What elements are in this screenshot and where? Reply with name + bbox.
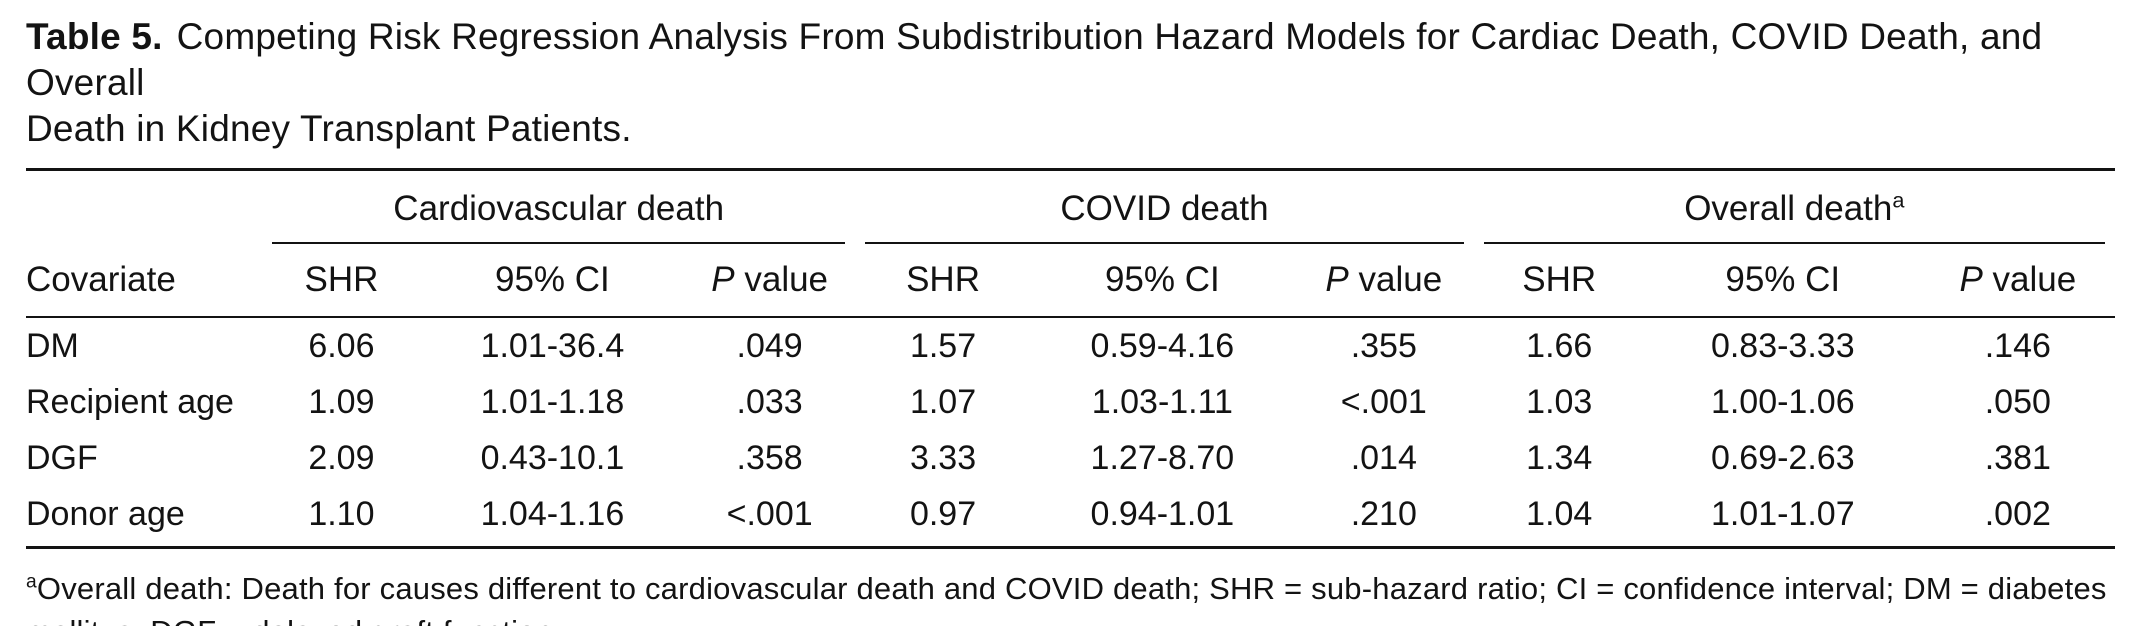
column-header-p-value: P value [684,244,856,318]
cell-shr: 0.97 [855,486,1031,549]
corner-cell [26,170,262,245]
footnote-marker-superscript: a [1892,187,1905,213]
cell-p-value: <.001 [684,486,856,549]
column-header-covariate: Covariate [26,244,263,318]
column-header-row: Covariate SHR 95% CI P value SHR 95% CI … [26,244,2115,318]
group-label-covid: COVID death [865,171,1464,244]
cell-ci: 1.01-1.07 [1644,486,1921,549]
cell-ci: 1.01-36.4 [480,327,625,365]
group-header-covid: COVID death [855,170,1473,244]
cell-ci: 0.43-10.1 [480,439,625,477]
cell-shr: 1.57 [909,327,977,365]
cell-shr: 1.04 [1473,486,1645,549]
group-label-cardiovascular: Cardiovascular death [272,171,846,244]
column-header-p-value: P value [1293,244,1474,318]
cell-ci: 1.01-1.18 [480,383,625,421]
cell-ci: 1.27-8.70 [1090,439,1235,477]
table-number-label: Table 5. [26,16,163,57]
group-label-overall: Overall deatha [1483,171,2105,244]
cell-p-value: .146 [1984,327,2051,365]
footnote-line-2: mellitus; DGF = delayed graft function. [26,610,2115,626]
cell-shr: 3.33 [909,439,977,477]
cell-ci: 0.59-4.16 [1090,327,1235,365]
cell-p-value: <.001 [1340,383,1427,421]
table-row-dm: DM 6.06 1.01-36.4 .049 1.57 0.59-4.16 .3… [26,317,2115,374]
column-header-ci: 95% CI [1030,244,1294,318]
cell-p-value: .002 [1920,486,2115,549]
cell-covariate: Recipient age [26,383,234,421]
column-header-shr: SHR [855,244,1031,318]
cell-ci: 1.00-1.06 [1710,383,1855,421]
cell-shr: 1.10 [262,486,421,549]
table-footnote: aOverall death: Death for causes differe… [26,567,2115,626]
cell-shr: 1.07 [909,383,977,421]
cell-shr: 1.09 [308,383,375,421]
regression-results-table: Cardiovascular death COVID death Overall… [26,168,2115,549]
cell-shr: 1.66 [1526,327,1593,365]
cell-p-value: .358 [736,439,803,477]
footnote-line-1: aOverall death: Death for causes differe… [26,571,2107,606]
cell-p-value: .381 [1984,439,2051,477]
group-header-overall: Overall deatha [1474,170,2115,244]
caption-line-2: Death in Kidney Transplant Patients. [26,108,632,149]
cell-p-value: .210 [1293,486,1474,549]
cell-covariate: DGF [26,439,98,477]
column-header-shr: SHR [1473,244,1645,318]
cell-p-value: .355 [1350,327,1417,365]
cell-ci: 0.69-2.63 [1710,439,1855,477]
cell-ci: 1.04-1.16 [420,486,684,549]
column-header-shr: SHR [262,244,421,318]
cell-covariate: DM [26,327,79,365]
cell-p-value: .033 [736,383,803,421]
column-header-ci: 95% CI [1644,244,1921,318]
footnote-marker: a [26,571,37,593]
cell-covariate: Donor age [26,486,263,549]
cell-shr: 1.03 [1526,383,1593,421]
cell-p-value: .014 [1350,439,1417,477]
table-row-recipient-age: Recipient age 1.09 1.01-1.18 .033 1.07 1… [26,374,2115,430]
cell-p-value: .050 [1984,383,2051,421]
group-header-row: Cardiovascular death COVID death Overall… [26,170,2115,245]
table-caption: Table 5. Competing Risk Regression Analys… [26,14,2115,152]
cell-ci: 0.83-3.33 [1710,327,1855,365]
column-header-p-value: P value [1920,244,2115,318]
group-header-cardiovascular: Cardiovascular death [262,170,855,244]
cell-ci: 1.03-1.11 [1091,383,1233,421]
cell-p-value: .049 [736,327,803,365]
caption-line-1: Table 5. Competing Risk Regression Analys… [26,14,2115,106]
column-header-ci: 95% CI [420,244,684,318]
table-row-donor-age: Donor age 1.10 1.04-1.16 <.001 0.97 0.94… [26,486,2115,549]
cell-shr: 2.09 [308,439,375,477]
cell-shr: 6.06 [308,327,375,365]
caption-text: Competing Risk Regression Analysis From … [26,16,2043,103]
cell-ci: 0.94-1.01 [1030,486,1294,549]
cell-shr: 1.34 [1526,439,1593,477]
table-row-dgf: DGF 2.09 0.43-10.1 .358 3.33 1.27-8.70 .… [26,430,2115,486]
